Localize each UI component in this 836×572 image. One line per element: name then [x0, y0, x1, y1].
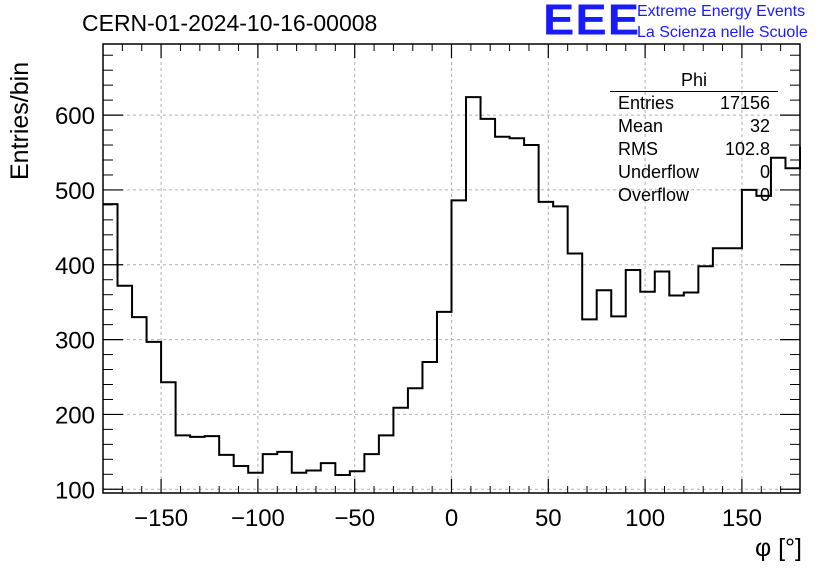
x-tick-label: −150 [134, 505, 188, 532]
x-axis-label: φ [°] [754, 534, 802, 562]
histogram-bin [292, 473, 307, 493]
stats-value: 0 [759, 185, 770, 205]
histogram-bin [698, 266, 713, 493]
y-tick-label: 200 [55, 402, 95, 429]
x-tick-label: −50 [334, 505, 375, 532]
x-tick-label: 50 [535, 505, 562, 532]
histogram-bin [495, 137, 510, 493]
stats-key: RMS [618, 139, 658, 159]
stats-row-overflow: Overflow 0 [610, 184, 778, 207]
y-axis-label-wrap: Entries/bin [4, 62, 44, 180]
histogram-bin [234, 466, 249, 493]
grid-lines [103, 44, 800, 493]
stats-row-rms: RMS 102.8 [610, 138, 778, 161]
histogram-bin [103, 204, 118, 493]
logo-line-2: La Scienza nelle Scuole [637, 24, 808, 41]
y-tick-label: 100 [55, 477, 95, 504]
y-axis-label: Entries/bin [6, 61, 34, 180]
histogram-bin [364, 454, 379, 493]
stats-box: Phi Entries 17156 Mean 32 RMS 102.8 Unde… [610, 70, 778, 207]
histogram-bin [655, 271, 670, 493]
stats-value: 17156 [719, 93, 770, 113]
histogram-bin [350, 471, 365, 493]
histogram-bin [785, 168, 800, 493]
histogram-bin [248, 473, 263, 493]
histogram-bin [321, 463, 336, 493]
y-tick-label: 400 [55, 253, 95, 280]
histogram-bin [713, 248, 728, 493]
x-tick-label: 150 [722, 505, 762, 532]
logo-mark: EEE [543, 0, 641, 44]
axis-ticks [102, 44, 801, 493]
logo-line-1: Extreme Energy Events [637, 3, 806, 20]
stats-value: 32 [749, 116, 770, 136]
histogram-bin [118, 286, 133, 493]
histogram-bin [132, 317, 147, 493]
stats-key: Mean [618, 116, 664, 136]
chart-title: CERN-01-2024-10-16-00008 [82, 10, 378, 36]
histogram-bin [510, 138, 525, 493]
stats-value: 102.8 [724, 139, 770, 159]
histogram-bin [422, 362, 437, 493]
histogram-bin [771, 158, 786, 493]
histogram-bin [684, 292, 699, 493]
stats-key: Underflow [618, 162, 700, 182]
histogram-bin [742, 190, 757, 493]
histogram-bin [466, 97, 481, 493]
histogram-bin [437, 312, 452, 493]
stats-value: 0 [759, 162, 770, 182]
histogram-bin [756, 196, 771, 493]
histogram-bin [408, 388, 423, 493]
histogram-bin [219, 455, 234, 493]
y-tick-label: 300 [55, 328, 95, 355]
histogram-bin [539, 202, 554, 493]
x-tick-label: −100 [231, 505, 285, 532]
histogram-bin [568, 254, 583, 493]
histogram-bin [335, 475, 350, 493]
stats-row-underflow: Underflow 0 [610, 161, 778, 184]
stats-key: Entries [618, 93, 675, 113]
histogram-bin [379, 435, 394, 493]
histogram-bin [393, 408, 408, 493]
histogram-bin [669, 295, 684, 493]
histogram-bin [597, 290, 612, 493]
histogram-bin [277, 452, 292, 493]
histogram-bin [306, 471, 321, 493]
plot-frame [102, 43, 801, 494]
x-tick-label: 100 [625, 505, 665, 532]
histogram-bin [452, 200, 467, 493]
histogram-bin [263, 454, 278, 493]
tick-labels: −150 −100 −50 0 50 100 150 100 200 300 400 500 600 [55, 103, 762, 532]
histogram-bin [190, 437, 205, 493]
stats-title: Phi [610, 70, 778, 92]
histogram-bin [481, 119, 496, 493]
y-tick-label: 500 [55, 178, 95, 205]
histogram-bin [524, 145, 539, 493]
histogram-bin [553, 206, 568, 493]
histogram-bin [727, 248, 742, 493]
histogram-bin [176, 435, 191, 493]
stats-key: Overflow [618, 185, 690, 205]
histogram-series-line [103, 96, 801, 477]
histogram-bin [147, 342, 162, 493]
stats-row-entries: Entries 17156 [610, 92, 778, 115]
x-tick-label: 0 [445, 505, 458, 532]
y-tick-label: 600 [55, 103, 95, 130]
histogram-bin [626, 270, 641, 493]
histogram-bin [640, 292, 655, 493]
histogram-bin [161, 382, 176, 493]
histogram-bin [205, 436, 220, 493]
histogram-bin [582, 319, 597, 493]
histogram-bin [611, 316, 626, 493]
stats-row-mean: Mean 32 [610, 115, 778, 138]
